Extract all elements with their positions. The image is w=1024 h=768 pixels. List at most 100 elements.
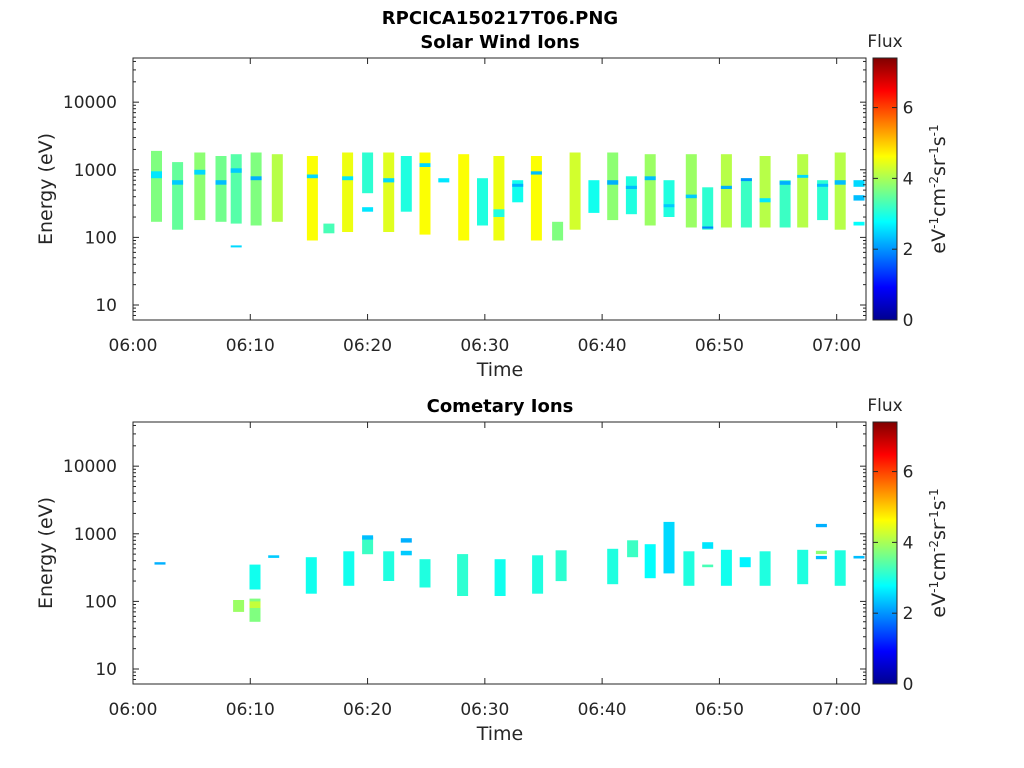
solar-wind-heatmap-cell bbox=[477, 178, 488, 226]
solar-wind-heatmap-cell bbox=[625, 185, 637, 189]
solar-wind-heatmap-cell bbox=[853, 195, 865, 201]
solar-wind-heatmap-cell bbox=[720, 185, 732, 189]
solar-wind-heatmap bbox=[151, 150, 865, 248]
solar-wind-y-label: Energy (eV) bbox=[35, 133, 57, 245]
solar-wind-heatmap-cell bbox=[702, 187, 714, 230]
cometary-x-label: Time bbox=[476, 723, 524, 745]
cometary-heatmap-cell bbox=[457, 554, 469, 596]
cometary-y-tick-label: 100 bbox=[85, 592, 117, 612]
cometary-x-tick-label: 06:00 bbox=[109, 700, 158, 720]
solar-wind-heatmap-cell bbox=[362, 207, 374, 212]
solar-wind-heatmap-cell bbox=[230, 245, 242, 248]
cometary-heatmap-cell bbox=[305, 557, 317, 594]
solar-wind-colorbar-unit: eV-1cm-2sr-1s-1 bbox=[927, 124, 950, 253]
cometary-heatmap-cell bbox=[419, 559, 431, 588]
solar-wind-heatmap-cell bbox=[306, 156, 318, 241]
cometary-heatmap-cell bbox=[815, 523, 827, 528]
solar-wind-colorbar-tick-label: 2 bbox=[903, 240, 914, 260]
solar-wind-heatmap-cell bbox=[512, 183, 524, 187]
cometary-heatmap-cell bbox=[555, 550, 567, 582]
solar-wind-heatmap-cell bbox=[194, 152, 206, 221]
solar-wind-x-tick-label: 06:50 bbox=[695, 336, 744, 356]
solar-wind-heatmap-cell bbox=[530, 171, 542, 175]
solar-wind-y-tick-label: 100 bbox=[85, 228, 117, 248]
solar-wind-heatmap-cell bbox=[702, 226, 714, 229]
solar-wind-heatmap-cell bbox=[817, 183, 829, 187]
cometary-heatmap-cell bbox=[383, 551, 395, 581]
solar-wind-x-tick-label: 06:30 bbox=[460, 336, 509, 356]
solar-wind-colorbar bbox=[872, 57, 898, 321]
cometary-heatmap-cell bbox=[815, 555, 827, 560]
solar-wind-x-ticks: 06:00 06:10 06:20 06:30 06:40 06:50 07:00 bbox=[109, 58, 861, 356]
cometary-heatmap-cell bbox=[249, 601, 261, 608]
solar-wind-y-tick-label: 10000 bbox=[63, 93, 117, 113]
solar-wind-heatmap-cell bbox=[644, 176, 656, 181]
solar-wind-heatmap-cell bbox=[607, 180, 619, 185]
cometary-heatmap-cell bbox=[400, 538, 412, 543]
solar-wind-heatmap-cell bbox=[797, 174, 809, 178]
cometary-x-tick-label: 06:30 bbox=[460, 700, 509, 720]
cometary-heatmap-cell bbox=[644, 544, 656, 579]
cometary-y-label: Energy (eV) bbox=[35, 497, 57, 609]
solar-wind-heatmap-cell bbox=[740, 178, 752, 228]
solar-wind-heatmap-cell bbox=[663, 204, 675, 208]
solar-wind-colorbar-tick-label: 0 bbox=[903, 311, 914, 331]
solar-wind-heatmap-cell bbox=[779, 180, 791, 228]
solar-wind-heatmap-cell bbox=[607, 152, 619, 221]
solar-wind-heatmap-cell bbox=[250, 176, 262, 181]
solar-wind-axes-box bbox=[132, 57, 867, 321]
cometary-heatmap-cell bbox=[268, 555, 280, 558]
cometary-colorbar-title: Flux bbox=[867, 396, 902, 416]
solar-wind-x-tick-label: 06:10 bbox=[226, 336, 275, 356]
cometary-panel: Cometary Ions 06:00 06:10 06:20 06:30 06:40 0… bbox=[35, 396, 950, 745]
solar-wind-heatmap-cell bbox=[853, 221, 865, 226]
cometary-heatmap-cell bbox=[720, 549, 732, 586]
solar-wind-heatmap-cell bbox=[834, 152, 846, 230]
cometary-y-tick-label: 10000 bbox=[63, 457, 117, 477]
solar-wind-heatmap-cell bbox=[419, 163, 431, 167]
solar-wind-heatmap-cell bbox=[530, 156, 542, 241]
cometary-heatmap-cell bbox=[739, 557, 751, 568]
solar-wind-colorbar-tick-label: 4 bbox=[903, 169, 914, 189]
solar-wind-heatmap-cell bbox=[458, 154, 470, 241]
cometary-y-ticks: 10 100 1000 10000 bbox=[63, 424, 866, 685]
solar-wind-heatmap-cell bbox=[172, 162, 184, 230]
solar-wind-heatmap-cell bbox=[834, 180, 846, 185]
cometary-x-ticks: 06:00 06:10 06:20 06:30 06:40 06:50 07:00 bbox=[109, 422, 861, 720]
cometary-x-tick-label: 06:20 bbox=[343, 700, 392, 720]
cometary-colorbar bbox=[872, 421, 898, 685]
cometary-heatmap-cell bbox=[532, 555, 544, 594]
figure-filename-title: RPCICA150217T06.PNG bbox=[382, 8, 618, 29]
solar-wind-y-tick-label: 10 bbox=[95, 296, 117, 316]
solar-wind-heatmap-cell bbox=[740, 178, 752, 182]
cometary-y-tick-label: 1000 bbox=[74, 525, 117, 545]
solar-wind-colorbar-title: Flux bbox=[867, 32, 902, 52]
solar-wind-x-tick-label: 06:00 bbox=[109, 336, 158, 356]
solar-wind-heatmap-cell bbox=[172, 180, 184, 185]
solar-wind-y-ticks: 10 100 1000 10000 bbox=[63, 60, 866, 321]
cometary-heatmap-cell bbox=[834, 550, 846, 586]
cometary-heatmap-cell bbox=[400, 550, 412, 556]
solar-wind-heatmap-cell bbox=[512, 180, 524, 203]
solar-wind-x-tick-label: 06:40 bbox=[578, 336, 627, 356]
solar-wind-heatmap-cell bbox=[250, 152, 262, 226]
solar-wind-heatmap-cell bbox=[685, 154, 697, 228]
solar-wind-heatmap-cell bbox=[644, 154, 656, 226]
solar-wind-heatmap-cell bbox=[323, 223, 335, 234]
cometary-heatmap-cell bbox=[815, 550, 827, 555]
solar-wind-x-tick-label: 07:00 bbox=[812, 336, 861, 356]
cometary-colorbar-tick-label: 2 bbox=[903, 604, 914, 624]
cometary-x-tick-label: 07:00 bbox=[812, 700, 861, 720]
cometary-heatmap-cell bbox=[362, 536, 374, 555]
solar-wind-heatmap-cell bbox=[817, 180, 829, 221]
solar-wind-heatmap-cell bbox=[215, 156, 227, 222]
cometary-heatmap-cell bbox=[627, 540, 639, 558]
solar-wind-heatmap-cell bbox=[588, 180, 600, 213]
cometary-colorbar-unit: eV-1cm-2sr-1s-1 bbox=[927, 488, 950, 617]
cometary-x-tick-label: 06:50 bbox=[695, 700, 744, 720]
solar-wind-x-tick-label: 06:20 bbox=[343, 336, 392, 356]
solar-wind-heatmap-cell bbox=[685, 194, 697, 199]
solar-wind-heatmap-cell bbox=[342, 152, 354, 232]
cometary-heatmap-cell bbox=[362, 535, 374, 540]
solar-wind-heatmap-cell bbox=[493, 209, 505, 217]
